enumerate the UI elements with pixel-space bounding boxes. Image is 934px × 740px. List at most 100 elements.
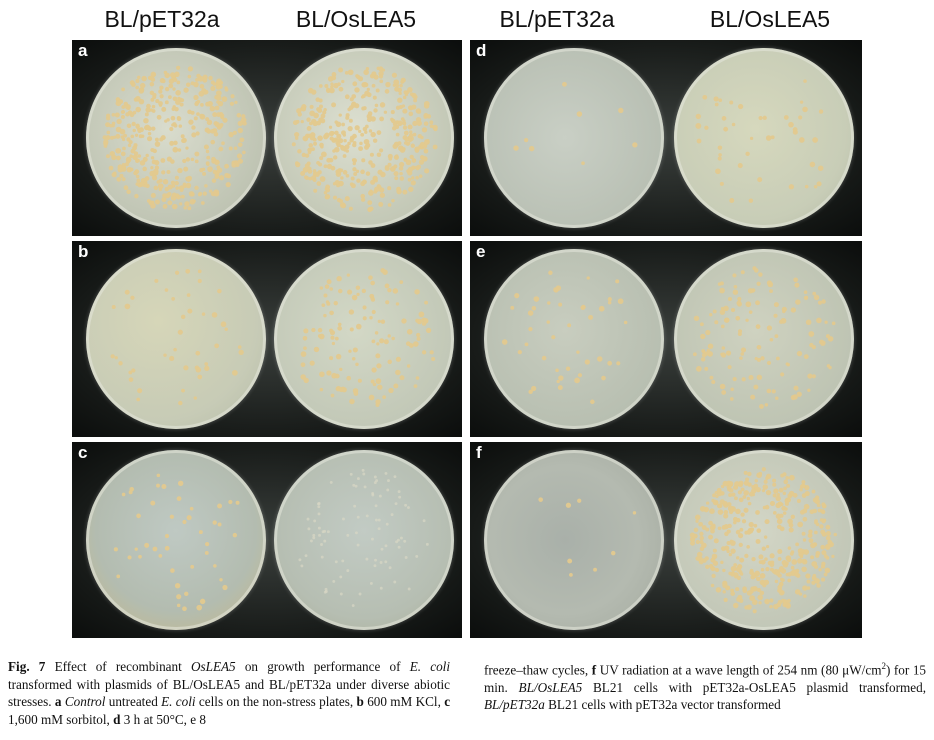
bacterial-colony [707,351,713,357]
bacterial-colony [352,167,356,171]
bacterial-colony [820,340,826,346]
bacterial-colony [797,499,801,503]
bacterial-colony [376,363,381,368]
bacterial-colony [740,512,744,516]
bacterial-colony [334,147,340,153]
bacterial-colony [764,580,769,585]
bacterial-colony [566,503,571,508]
bacterial-colony [356,293,359,296]
bacterial-colony [106,154,110,158]
bacterial-colony [186,157,190,161]
bacterial-colony [394,176,398,180]
bacterial-colony [155,138,159,142]
bacterial-colony [373,96,377,100]
bacterial-colony [726,350,731,355]
bacterial-colony [353,141,357,145]
bacterial-colony [354,391,359,396]
bacterial-colony [169,356,174,361]
bacterial-colony [558,303,562,307]
bacterial-colony [226,182,231,187]
bacterial-colony [420,142,425,147]
bacterial-colony [767,361,771,365]
bacterial-colony [802,559,806,563]
bacterial-colony [368,275,373,280]
bacterial-colony [718,282,721,285]
bacterial-colony [181,315,185,319]
bacterial-colony [163,179,168,184]
bacterial-colony [730,397,734,401]
bacterial-colony [349,138,353,142]
bacterial-colony [401,78,406,83]
bacterial-colony [380,102,385,107]
bacterial-colony [528,327,532,331]
bacterial-colony [751,557,755,561]
bacterial-colony [408,138,412,142]
bacterial-colony [738,104,743,109]
bacterial-colony [407,364,410,367]
bacterial-colony [152,175,157,180]
bacterial-colony [733,517,738,522]
bacterial-colony [768,561,773,566]
bacterial-colony [107,131,111,135]
bacterial-colony [393,79,399,85]
bacterial-colony [311,89,316,94]
bacterial-colony [729,553,732,556]
bacterial-colony [736,301,741,306]
bacterial-colony [826,536,831,541]
column-header-3: BL/pET32a [457,6,657,33]
bacterial-colony [151,78,155,82]
bacterial-colony [182,520,186,524]
bacterial-colony [159,179,163,183]
bacterial-colony [392,144,397,149]
bacterial-colony [379,495,382,498]
bacterial-colony [387,479,390,482]
bacterial-colony [380,193,385,198]
bacterial-colony [380,268,385,273]
bacterial-colony [345,149,349,153]
bacterial-colony [139,127,144,132]
bacterial-colony [348,350,351,353]
bacterial-colony [761,568,765,572]
bacterial-colony [758,554,763,559]
bacterial-colony [313,519,316,522]
bacterial-colony [724,510,729,515]
bacterial-colony [132,122,136,126]
bacterial-colony [326,88,330,92]
bacterial-colony [125,162,129,166]
bacterial-colony [335,169,340,174]
bacterial-colony [813,509,817,513]
bacterial-colony [742,377,746,381]
bacterial-colony [809,538,814,543]
bacterial-colony [166,170,170,174]
bacterial-colony [804,290,808,294]
bacterial-colony [757,345,762,350]
bacterial-colony [212,82,216,86]
bacterial-colony [590,400,595,405]
column-header-4: BL/OsLEA5 [670,6,870,33]
bacterial-colony [339,368,342,371]
bacterial-colony [225,88,229,92]
bacterial-colony [194,396,197,399]
bacterial-colony [731,571,735,575]
bacterial-colony [720,182,724,186]
bacterial-colony [824,321,827,324]
bacterial-colony [799,137,805,143]
bacterial-colony [188,119,193,124]
bacterial-colony [222,96,228,102]
bacterial-colony [316,161,320,165]
bacterial-colony [204,90,208,94]
bacterial-colony [300,171,305,176]
bacterial-colony [708,343,714,349]
bacterial-colony [419,311,425,317]
bacterial-colony [130,296,134,300]
bacterial-colony [821,299,826,304]
bacterial-colony [352,134,357,139]
bacterial-colony [165,534,169,538]
bacterial-colony [356,75,360,79]
bacterial-colony [615,279,619,283]
panel-letter-f: f [476,443,482,463]
bacterial-colony [148,132,152,136]
bacterial-colony [118,99,123,104]
bacterial-colony [367,117,372,122]
bacterial-colony [752,600,758,606]
